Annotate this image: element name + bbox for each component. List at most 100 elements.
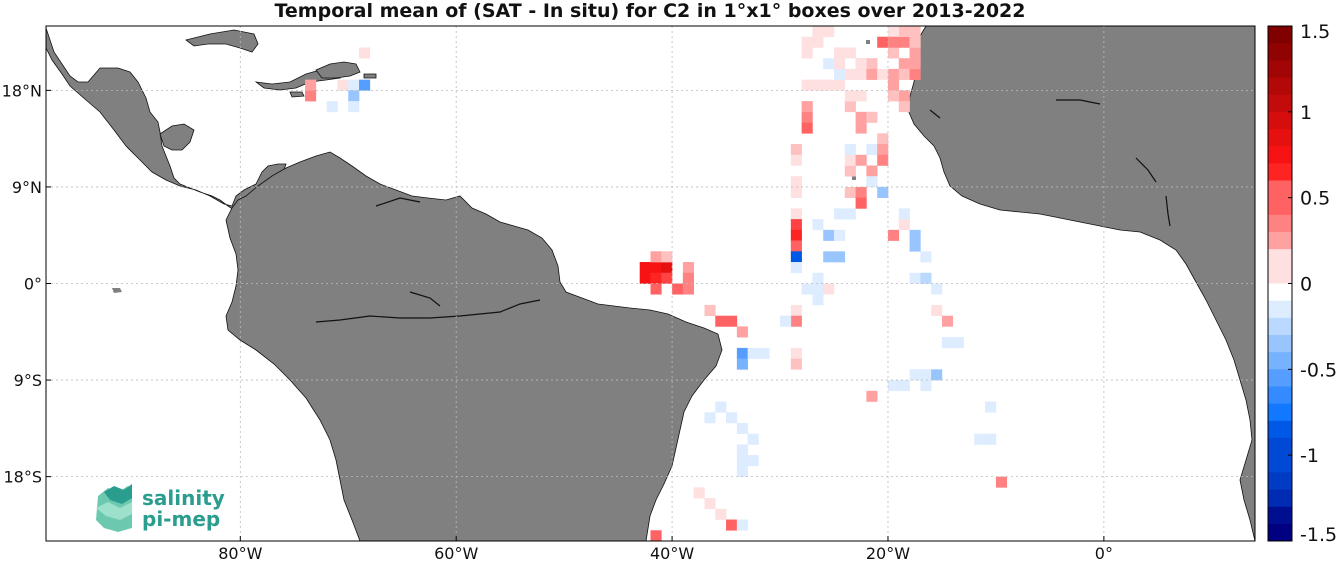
colorbar-step [1268,60,1292,78]
heatmap-cell [747,347,759,359]
heatmap-cell [823,26,835,38]
heatmap-cell [790,208,802,220]
heatmap-cell [920,380,932,392]
heatmap-cell [672,283,684,295]
heatmap-cell [834,229,846,241]
heatmap-cell [887,68,900,80]
heatmap-cell [931,369,943,381]
heatmap-cell [790,251,802,263]
lon-tick-label: 60°W [434,544,478,563]
lon-tick-label: 80°W [218,544,262,563]
colorbar-step [1268,146,1292,164]
heatmap-cell [650,262,662,274]
heatmap-cell [844,208,856,220]
heatmap-cell [704,304,716,316]
heatmap-cell [844,101,856,113]
heatmap-cell [812,36,824,48]
heatmap-cell [823,79,835,91]
heatmap-cell [348,90,360,102]
heatmap-cell [801,101,813,113]
heatmap-cell [812,294,824,306]
heatmap-cell [909,36,921,48]
heatmap-cell [790,229,802,241]
heatmap-cell [866,176,878,188]
heatmap-cell [844,154,856,166]
heatmap-cell [866,165,878,177]
heatmap-cell [736,455,748,467]
colorbar-step [1268,214,1292,233]
heatmap-cell [898,26,910,38]
land-africa [907,26,1255,541]
heatmap-cell [823,251,835,263]
lon-tick-label: 40°W [650,544,694,563]
heatmap-cell [736,465,748,477]
colorbar-step [1268,180,1292,199]
heatmap-cell [855,122,867,134]
heatmap-cell [985,433,997,445]
heatmap-cell [909,240,921,252]
heatmap-cells [305,26,1008,541]
lat-tick-label: 9°S [14,371,42,390]
heatmap-cell [812,272,824,284]
land-jamaica [289,91,305,98]
heatmap-cell [931,283,943,295]
colorbar-tick-label: 1.5 [1300,21,1330,43]
heatmap-cell [887,47,900,59]
heatmap-cell [348,101,360,113]
land-galapagos [112,288,122,293]
logo-line-salinity: salinity [142,486,225,510]
heatmap-cell [812,26,824,38]
heatmap-cell [790,176,802,188]
heatmap-cell [834,79,846,91]
heatmap-cell [898,36,910,48]
colorbar-step [1268,317,1292,336]
heatmap-cell [855,197,867,209]
heatmap-cell [909,229,921,241]
heatmap-cell [780,315,792,327]
heatmap-cell [866,68,878,80]
heatmap-cell [920,369,932,381]
lon-tick-label: 0° [1095,544,1113,563]
heatmap-cell [898,208,910,220]
heatmap-cell [887,380,900,392]
heatmap-cell [909,272,921,284]
heatmap-cell [790,154,802,166]
heatmap-cell [639,272,651,284]
heatmap-cell [887,26,900,38]
heatmap-cell [650,272,662,284]
heatmap-cell [661,251,673,263]
heatmap-cell [844,165,856,177]
heatmap-cell [834,251,846,263]
chart-title: Temporal mean of (SAT - In situ) for C2 … [274,0,1025,22]
colorbar-step [1268,352,1292,370]
heatmap-cell [736,347,748,359]
heatmap-cell [898,101,910,113]
heatmap-cell [877,154,889,166]
latitude-ticks: 18°N 9°N 0° 9°S 18°S [2,81,51,487]
logo-line-pi-mep: pi-mep [142,507,220,531]
lat-tick-label: 9°N [12,178,42,197]
heatmap-cell [855,90,867,102]
heatmap-cell [898,90,910,102]
heatmap-cell [898,380,910,392]
heatmap-cell [877,36,889,48]
colorbar-step [1268,335,1292,353]
heatmap-cell [747,433,759,445]
heatmap-cell [801,47,813,59]
colorbar-step [1268,94,1292,113]
land-yucatan [159,123,195,151]
heatmap-cell [887,90,900,102]
colorbar-step [1268,472,1292,490]
heatmap-cell [790,315,802,327]
heatmap-cell [801,79,813,91]
heatmap-cell [736,326,748,338]
heatmap-cell [844,90,856,102]
salinity-pi-mep-logo: salinity pi-mep [96,484,225,532]
heatmap-cell [898,219,910,231]
colorbar-step [1268,403,1292,422]
colorbar-tick-label: -1 [1300,445,1319,467]
heatmap-cell [855,186,867,198]
heatmap-cell [855,154,867,166]
heatmap-cell [736,358,748,370]
